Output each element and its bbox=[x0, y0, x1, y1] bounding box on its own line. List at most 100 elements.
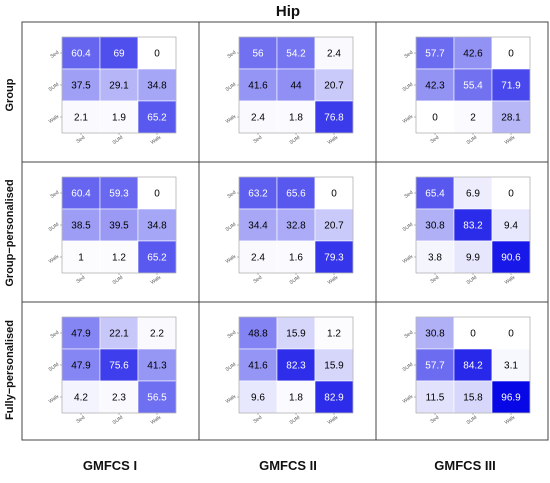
heatmap-cell-value: 29.1 bbox=[109, 81, 129, 92]
heatmap-cell-value: 9.9 bbox=[466, 253, 480, 264]
heatmap-cell bbox=[314, 36, 354, 70]
heatmap-cell bbox=[61, 100, 101, 134]
heatmap-cell-value: 15.8 bbox=[463, 393, 483, 404]
heatmap-cell-value: 65.2 bbox=[147, 113, 167, 124]
heatmap-cell-value: 59.3 bbox=[109, 189, 129, 200]
heatmap-panel-1-0: 60.4 59.3 0 38.5 39.5 34.8 1 1.2 65.2 Sed SUM Walk S… bbox=[48, 176, 177, 286]
column-label-gmfcs-ii: GMFCS II bbox=[259, 458, 317, 473]
heatmap-panel-0-1: 56 54.2 2.4 41.6 44 20.7 2.4 1.8 76.8 Sed SUM Walk S… bbox=[225, 36, 354, 146]
heatmap-cell-value: 20.7 bbox=[324, 81, 344, 92]
heatmap-cell bbox=[276, 36, 316, 70]
x-tick-label: Sed bbox=[252, 415, 263, 425]
heatmap-cell-value: 57.7 bbox=[425, 361, 445, 372]
heatmap-cell bbox=[314, 100, 354, 134]
y-tick-label: SUM bbox=[402, 82, 415, 93]
heatmap-cell-value: 54.2 bbox=[286, 49, 306, 60]
heatmap-cell bbox=[491, 68, 531, 102]
y-tick-label: Sed bbox=[226, 330, 237, 340]
column-labels: GMFCS I GMFCS II GMFCS III bbox=[83, 458, 496, 473]
x-tick-label: Sed bbox=[75, 135, 86, 145]
heatmap-cell-value: 1.9 bbox=[112, 113, 126, 124]
x-tick-label: SUM bbox=[466, 275, 479, 286]
heatmap-cell bbox=[314, 240, 354, 274]
x-tick-label: Walk bbox=[327, 134, 340, 145]
heatmap-cell-value: 0 bbox=[508, 49, 514, 60]
y-tick-label: Sed bbox=[403, 50, 414, 60]
heatmap-cell bbox=[61, 348, 101, 382]
x-tick-label: Sed bbox=[429, 415, 440, 425]
heatmap-cell-value: 2 bbox=[470, 113, 476, 124]
y-tick-label: Sed bbox=[403, 330, 414, 340]
x-tick-label: Walk bbox=[150, 414, 163, 425]
heatmap-panel-0-0: 60.4 69 0 37.5 29.1 34.8 2.1 1.9 65.2 Sed SUM Walk S… bbox=[48, 36, 177, 146]
heatmap-cell bbox=[453, 348, 493, 382]
heatmap-cell-value: 39.5 bbox=[109, 221, 129, 232]
y-tick-label: SUM bbox=[225, 82, 238, 93]
y-tick-label: Walk bbox=[402, 393, 415, 404]
heatmap-cell-value: 1.2 bbox=[327, 329, 341, 340]
heatmap-cell bbox=[238, 176, 278, 210]
y-tick-label: Walk bbox=[48, 113, 61, 124]
x-tick-label: SUM bbox=[112, 415, 125, 426]
heatmap-cell bbox=[137, 316, 177, 350]
heatmap-cell-value: 1.8 bbox=[289, 113, 303, 124]
heatmap-cell-value: 15.9 bbox=[324, 361, 344, 372]
heatmap-cell-value: 1 bbox=[78, 253, 84, 264]
heatmap-cell bbox=[238, 240, 278, 274]
heatmap-cell bbox=[491, 348, 531, 382]
x-tick-label: Walk bbox=[327, 274, 340, 285]
heatmap-cell-value: 79.3 bbox=[324, 253, 344, 264]
heatmap-cell-value: 34.4 bbox=[248, 221, 268, 232]
heatmap-cell bbox=[276, 380, 316, 414]
x-tick-label: Sed bbox=[75, 415, 86, 425]
heatmap-cell-value: 82.9 bbox=[324, 393, 344, 404]
heatmap-cell-value: 65.2 bbox=[147, 253, 167, 264]
heatmap-cell bbox=[61, 68, 101, 102]
heatmap-cell-value: 2.4 bbox=[251, 113, 265, 124]
heatmap-cell bbox=[453, 36, 493, 70]
heatmap-cell-value: 65.4 bbox=[425, 189, 445, 200]
heatmap-cell-value: 30.8 bbox=[425, 221, 445, 232]
x-tick-label: Walk bbox=[327, 414, 340, 425]
heatmap-cell bbox=[61, 240, 101, 274]
x-tick-label: Walk bbox=[150, 274, 163, 285]
row-labels: Group Group−personalised Fully−personali… bbox=[4, 78, 16, 420]
heatmap-cell-value: 48.8 bbox=[248, 329, 268, 340]
heatmap-cell bbox=[276, 100, 316, 134]
heatmap-cell-value: 47.9 bbox=[71, 329, 91, 340]
heatmap-cell-value: 0 bbox=[470, 329, 476, 340]
heatmap-cell bbox=[61, 36, 101, 70]
y-tick-label: Walk bbox=[48, 253, 61, 264]
heatmap-cell bbox=[99, 380, 139, 414]
heatmap-cell bbox=[61, 380, 101, 414]
heatmap-cell-value: 6.9 bbox=[466, 189, 480, 200]
y-tick-label: SUM bbox=[48, 222, 61, 233]
heatmap-cell bbox=[491, 208, 531, 242]
heatmap-cell-value: 96.9 bbox=[501, 393, 521, 404]
heatmap-cell bbox=[491, 240, 531, 274]
heatmap-cell bbox=[276, 348, 316, 382]
heatmap-cell-value: 42.6 bbox=[463, 49, 483, 60]
heatmap-cell-value: 1.8 bbox=[289, 393, 303, 404]
heatmap-panels: 60.4 69 0 37.5 29.1 34.8 2.1 1.9 65.2 Sed SUM Walk S… bbox=[48, 36, 531, 426]
panel-frame-2-2 bbox=[375, 301, 549, 441]
heatmap-cell bbox=[276, 240, 316, 274]
x-tick-label: SUM bbox=[289, 275, 302, 286]
heatmap-cell-value: 2.3 bbox=[112, 393, 126, 404]
column-label-gmfcs-iii: GMFCS III bbox=[434, 458, 495, 473]
heatmap-cell-value: 30.8 bbox=[425, 329, 445, 340]
heatmap-cell bbox=[137, 348, 177, 382]
heatmap-cell bbox=[137, 208, 177, 242]
heatmap-cell-value: 0 bbox=[154, 189, 160, 200]
heatmap-cell-value: 0 bbox=[508, 329, 514, 340]
y-tick-label: Walk bbox=[225, 253, 238, 264]
heatmap-cell-value: 0 bbox=[508, 189, 514, 200]
heatmap-cell-value: 65.6 bbox=[286, 189, 306, 200]
y-tick-label: Sed bbox=[49, 190, 60, 200]
y-tick-label: Walk bbox=[402, 253, 415, 264]
heatmap-cell-value: 15.9 bbox=[286, 329, 306, 340]
heatmap-cell bbox=[276, 208, 316, 242]
y-tick-label: Walk bbox=[225, 113, 238, 124]
heatmap-cell-value: 42.3 bbox=[425, 81, 445, 92]
y-tick-label: SUM bbox=[48, 362, 61, 373]
